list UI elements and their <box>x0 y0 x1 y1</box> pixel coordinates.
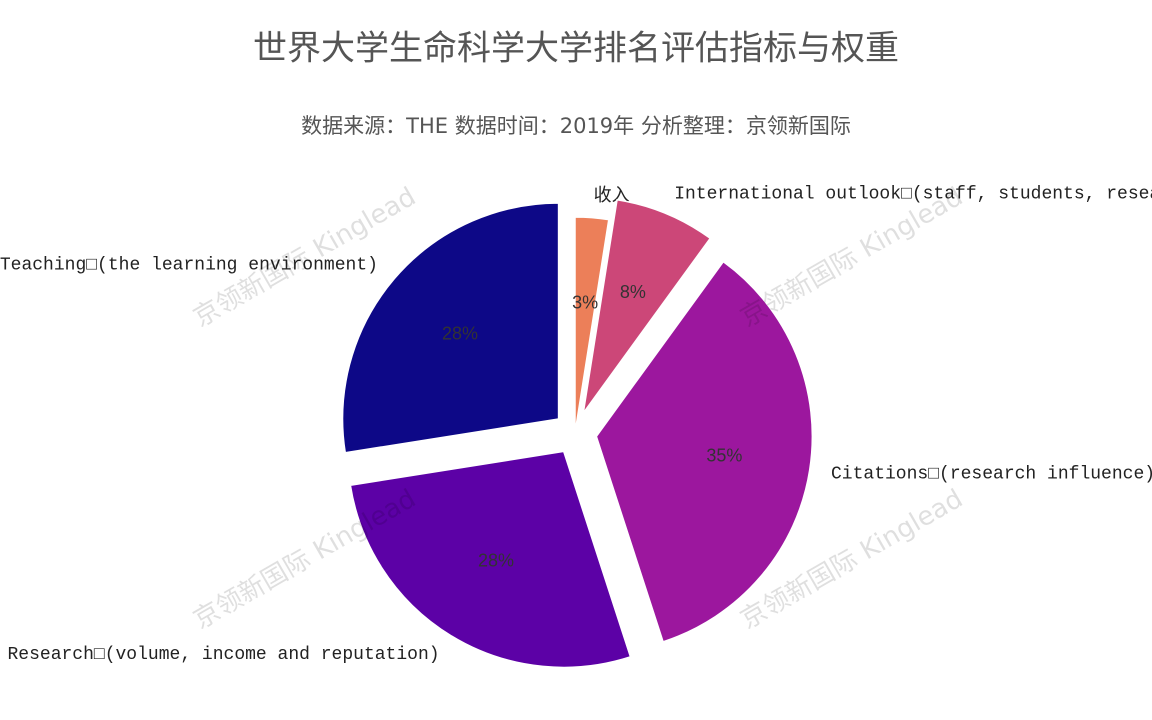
category-label: Citations□(research influence) <box>831 464 1152 484</box>
category-label: Teaching□(the learning environment) <box>0 255 378 275</box>
value-label: 28% <box>442 324 478 344</box>
value-label: 28% <box>478 551 514 571</box>
value-label: 35% <box>706 445 742 465</box>
pie-slice <box>595 260 814 643</box>
chart-subtitle: 数据来源：THE 数据时间：2019年 分析整理：京领新国际 <box>301 114 851 138</box>
value-label: 3% <box>572 293 598 313</box>
category-label: International outlook□(staff, students, … <box>674 184 1152 204</box>
pie-slice <box>341 202 560 454</box>
value-label: 8% <box>620 282 646 302</box>
pie-slice <box>574 216 610 434</box>
pie-slice <box>349 450 632 669</box>
watermark: 京领新国际 Kinglead <box>735 182 968 334</box>
pie-slice <box>582 198 712 414</box>
category-label: Research□(volume, income and reputation) <box>7 645 439 665</box>
pie: 3%收入8%International outlook□(staff, stud… <box>0 184 1152 669</box>
chart-title: 世界大学生命科学大学排名评估指标与权重 <box>253 29 899 69</box>
